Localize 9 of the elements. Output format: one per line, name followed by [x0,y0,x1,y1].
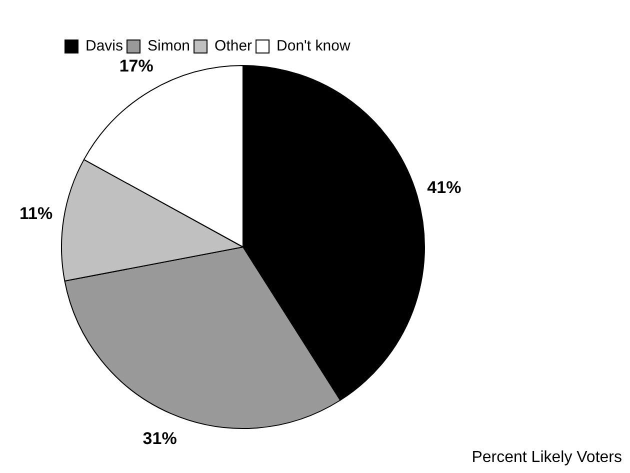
legend-label: Davis [86,38,124,55]
data-label: 41% [427,178,462,198]
data-label: 11% [20,204,53,223]
data-label: 17% [119,56,154,76]
legend-label: Simon [148,38,190,55]
legend-label: Other [214,38,252,55]
text: Percent Likely Voters [472,449,622,466]
data-label: 31% [142,428,177,448]
legend-label: Don't know [276,38,350,55]
